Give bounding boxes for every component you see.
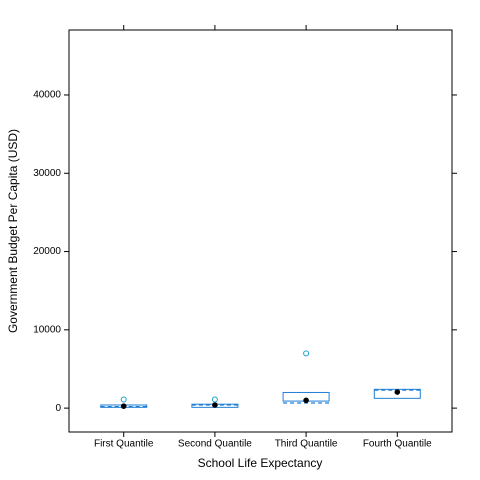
- median-dot: [303, 397, 309, 404]
- median-dot: [120, 403, 127, 409]
- x-tick-label: First Quantile: [94, 439, 154, 450]
- y-tick-label: 10000: [33, 324, 61, 335]
- x-tick-label: Fourth Quantile: [363, 439, 432, 450]
- outlier: [303, 350, 310, 357]
- outlier: [211, 396, 218, 403]
- median-dot: [394, 389, 401, 395]
- x-tick-label: Second Quantile: [178, 439, 252, 450]
- y-tick-label: 30000: [33, 168, 61, 179]
- x-tick-label: Third Quantile: [275, 439, 338, 450]
- plot-frame: [68, 29, 453, 433]
- median-dot: [212, 402, 218, 408]
- x-axis-title: School Life Expectancy: [198, 456, 323, 470]
- outlier: [120, 396, 127, 403]
- y-axis-title: Government Budget Per Capita (USD): [6, 129, 20, 333]
- y-tick-label: 40000: [33, 90, 61, 101]
- y-tick-label: 0: [55, 403, 61, 414]
- y-tick-label: 20000: [33, 246, 61, 257]
